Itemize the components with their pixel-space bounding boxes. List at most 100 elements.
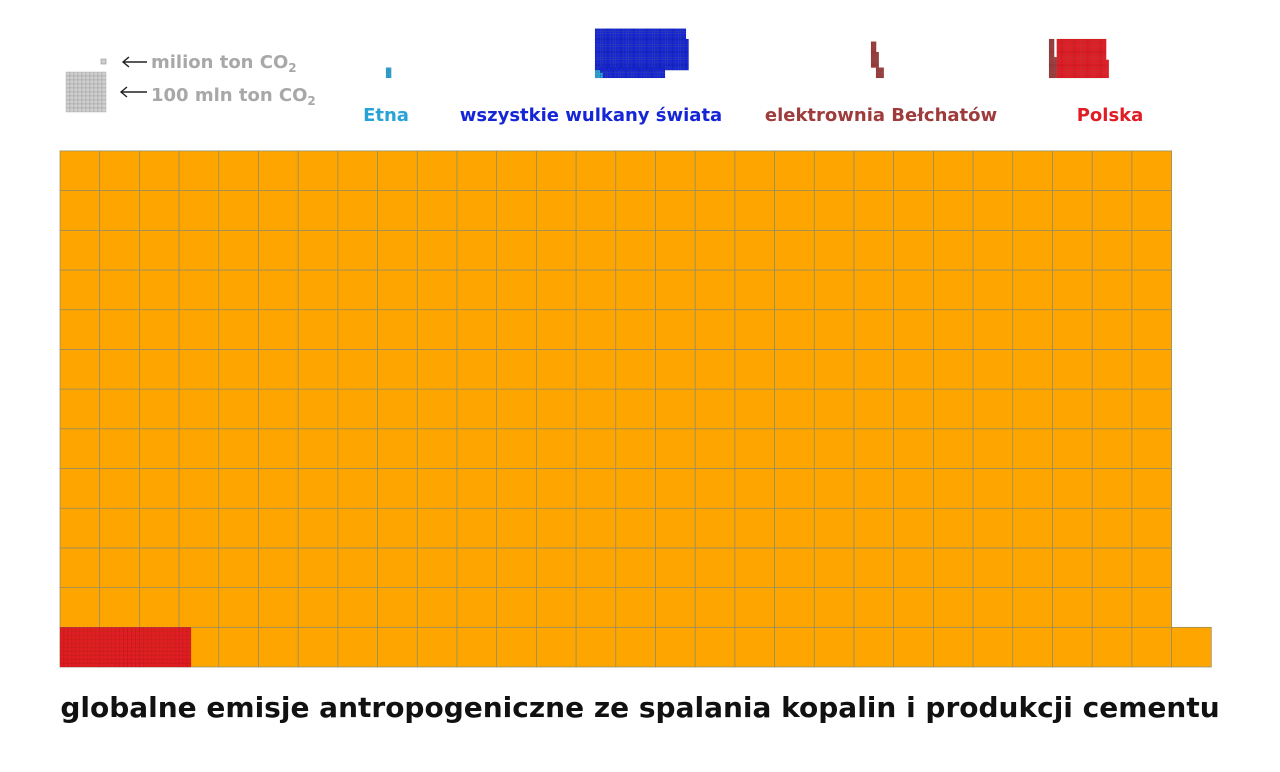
- global-cell: [734, 468, 775, 509]
- waffle-cell: [594, 67, 598, 71]
- waffle-cell: [675, 62, 679, 66]
- polska-overlay-cell: [163, 662, 168, 668]
- waffle-cell: [659, 64, 663, 68]
- waffle-cell: [1072, 62, 1076, 66]
- waffle-cell: [623, 64, 627, 68]
- polska-overlay-cell: [151, 643, 156, 648]
- waffle-cell: [667, 33, 671, 37]
- global-cell: [1091, 428, 1133, 469]
- waffle-cell: [649, 51, 653, 55]
- polska-overlay-cell: [151, 654, 156, 660]
- waffle-cell: [646, 33, 650, 37]
- waffle-cell: [615, 33, 619, 37]
- waffle-cell: [1048, 49, 1052, 53]
- waffle-cell: [662, 62, 666, 66]
- global-cell: [99, 229, 140, 271]
- global-cell: [496, 150, 537, 191]
- waffle-cell: [680, 59, 684, 63]
- global-cell: [1012, 547, 1053, 588]
- waffle-cell: [597, 51, 601, 55]
- waffle-cell: [1061, 49, 1065, 53]
- waffle-cell: [675, 31, 679, 34]
- waffle-cell: [654, 44, 658, 47]
- global-cell: [694, 229, 736, 271]
- polska-overlay-cell: [147, 635, 152, 640]
- waffle-cell: [385, 70, 389, 73]
- polska-overlay-cell: [119, 658, 124, 664]
- waffle-cell: [646, 38, 650, 42]
- global-cell: [1052, 507, 1093, 549]
- waffle-cell: [633, 67, 637, 71]
- polska-overlay-cell: [103, 631, 108, 636]
- waffle-cell: [1085, 57, 1089, 60]
- polska-overlay-cell: [131, 639, 136, 644]
- waffle-cell: [1106, 70, 1109, 73]
- waffle-cell: [610, 70, 614, 73]
- polska-overlay-cell: [143, 658, 148, 664]
- waffle-cell: [667, 59, 671, 63]
- waffle-cell: [1093, 64, 1096, 68]
- waffle-cell: [870, 57, 874, 60]
- global-cell: [615, 229, 656, 271]
- polska-overlay-cell: [127, 658, 132, 664]
- polska-overlay-cell: [63, 662, 69, 668]
- global-cell: [297, 349, 339, 390]
- waffle-cell: [1100, 54, 1104, 58]
- global-cell: [496, 507, 537, 549]
- waffle-cell: [672, 44, 676, 47]
- global-cell: [337, 349, 378, 390]
- waffle-cell: [641, 31, 645, 34]
- polska-overlay-cell: [79, 627, 84, 632]
- polska-overlay-cell: [178, 647, 184, 652]
- waffle-cell: [1067, 59, 1070, 63]
- polska-overlay-cell: [63, 627, 69, 632]
- waffle-cell: [1095, 70, 1099, 73]
- polska-belchatow-part: [1048, 38, 1057, 79]
- global-cell: [615, 309, 656, 350]
- global-cell: [813, 349, 855, 390]
- waffle-cell: [1048, 44, 1052, 47]
- global-cell: [853, 388, 895, 430]
- waffle-cell: [1067, 46, 1070, 50]
- waffle-cell: [613, 28, 616, 32]
- waffle-cell: [644, 64, 648, 68]
- polska-overlay-cell: [87, 647, 92, 652]
- global-cell: [258, 349, 299, 390]
- global-cell: [972, 547, 1014, 588]
- legend-cell: [89, 91, 95, 97]
- global-cell: [178, 388, 220, 430]
- waffle-cell: [1106, 64, 1109, 68]
- global-cell: [1052, 388, 1093, 430]
- polska-overlay-cell: [178, 639, 184, 644]
- polska-overlay-cell: [186, 627, 192, 632]
- waffle-cell: [597, 36, 601, 40]
- global-cell: [1052, 190, 1093, 231]
- waffle-cell: [1082, 75, 1086, 79]
- waffle-cell: [1077, 72, 1081, 76]
- waffle-cell: [620, 51, 624, 55]
- waffle-cell: [602, 46, 606, 50]
- waffle-cell: [1090, 38, 1094, 42]
- waffle-cell: [1061, 41, 1065, 45]
- waffle-cell: [1054, 57, 1057, 60]
- polska-overlay-cell: [127, 654, 132, 660]
- waffle-cell: [641, 33, 645, 37]
- waffle-cell: [631, 72, 634, 76]
- waffle-cell: [665, 38, 668, 42]
- waffle-cell: [672, 57, 676, 60]
- waffle-cell: [618, 70, 621, 73]
- polska-overlay-cell: [63, 639, 69, 644]
- legend-cell: [65, 103, 71, 109]
- polska-overlay-cell: [135, 662, 140, 668]
- waffle-cell: [644, 54, 648, 58]
- global-cell: [99, 428, 140, 469]
- polska-overlay-cell: [103, 654, 108, 660]
- global-cell: [59, 587, 101, 628]
- waffle-cell: [623, 70, 627, 73]
- waffle-cell: [1074, 62, 1078, 66]
- waffle-cell: [1069, 54, 1073, 58]
- global-cell: [297, 309, 339, 350]
- waffle-cell: [1074, 44, 1078, 47]
- global-cell: [615, 468, 656, 509]
- waffle-cell: [1051, 59, 1055, 63]
